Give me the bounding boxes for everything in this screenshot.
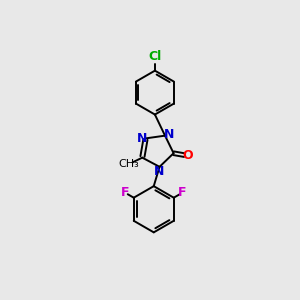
Text: F: F [178,186,186,199]
Text: CH₃: CH₃ [119,159,140,169]
Text: N: N [136,132,147,145]
Text: Cl: Cl [148,50,161,63]
Text: N: N [164,128,174,141]
Text: N: N [154,165,165,178]
Text: O: O [183,149,193,162]
Text: F: F [121,186,130,199]
